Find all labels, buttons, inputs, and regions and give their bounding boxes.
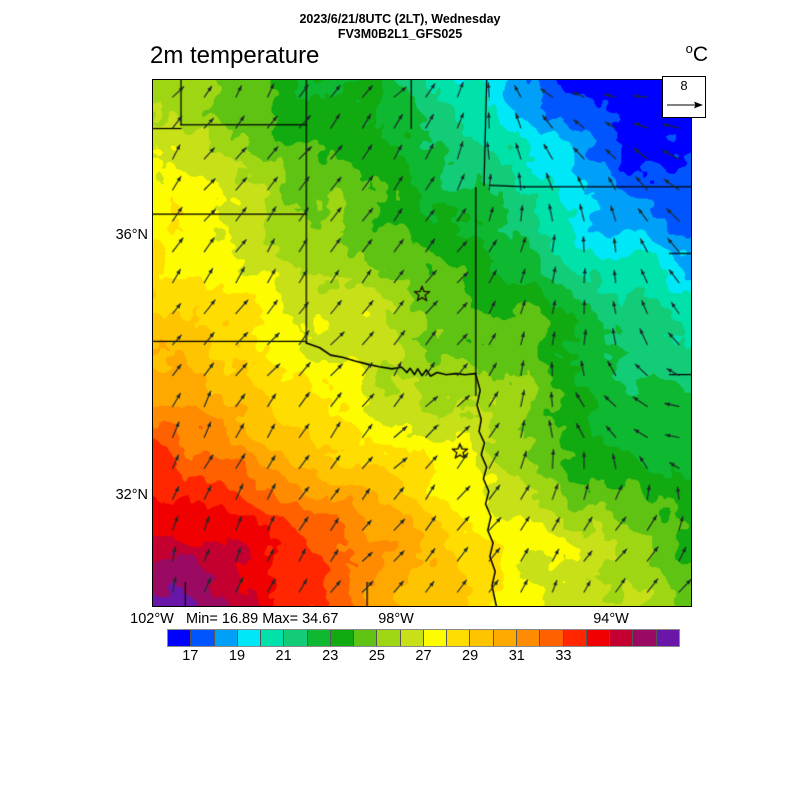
- lon-label-102w: 102°W: [130, 611, 174, 627]
- min-label: Min=: [186, 611, 218, 627]
- units-label: oC: [686, 41, 708, 67]
- reference-vector-box: 8: [662, 76, 706, 118]
- colorbar-segment: [307, 630, 331, 646]
- colorbar-segment: [377, 630, 401, 646]
- colorbar[interactable]: [167, 629, 680, 647]
- colorbar-tick: 27: [415, 648, 432, 664]
- colorbar-segment: [191, 630, 215, 646]
- colorbar-segment: [237, 630, 262, 646]
- colorbar-segment: [330, 630, 355, 646]
- colorbar-tick: 31: [508, 648, 525, 664]
- colorbar-tick: 29: [462, 648, 479, 664]
- max-value: 34.67: [302, 611, 339, 627]
- colorbar-tick: 21: [275, 648, 292, 664]
- colorbar-segment: [656, 630, 679, 646]
- colorbar-segment: [540, 630, 564, 646]
- colorbar-tick: 23: [322, 648, 339, 664]
- colorbar-segment: [470, 630, 494, 646]
- colorbar-segment: [423, 630, 448, 646]
- colorbar-segment: [400, 630, 424, 646]
- colorbar-segment: [563, 630, 587, 646]
- figure-subtitle: FV3M0B2L1_GFS025: [337, 27, 463, 41]
- colorbar-segment: [214, 630, 238, 646]
- arrow-right-icon: [667, 101, 703, 109]
- colorbar-segment: [516, 630, 541, 646]
- max-label: Max=: [262, 611, 299, 627]
- colorbar-segments: [167, 629, 680, 647]
- colorbar-segment: [633, 630, 657, 646]
- colorbar-segment: [354, 630, 378, 646]
- map-plot-area[interactable]: [152, 79, 692, 607]
- colorbar-tick: 33: [555, 648, 572, 664]
- colorbar-segment: [261, 630, 285, 646]
- colorbar-segment: [610, 630, 634, 646]
- units-letter: C: [692, 43, 708, 66]
- figure-title: 2023/6/21/8UTC (2LT), Wednesday: [299, 12, 501, 26]
- colorbar-segment: [168, 630, 192, 646]
- lat-label-36n: 36°N: [115, 227, 148, 243]
- colorbar-segment: [493, 630, 517, 646]
- colorbar-segment: [284, 630, 308, 646]
- colorbar-segment: [447, 630, 471, 646]
- field-title-label: 2m temperature: [150, 42, 320, 69]
- colorbar-tick: 25: [368, 648, 385, 664]
- lon-label-94w: 94°W: [593, 611, 629, 627]
- lon-label-98w: 98°W: [378, 611, 414, 627]
- temperature-field-canvas: [153, 80, 691, 606]
- colorbar-tick: 17: [182, 648, 199, 664]
- colorbar-segment: [586, 630, 611, 646]
- reference-vector-value: 8: [680, 78, 688, 93]
- lat-label-32n: 32°N: [115, 487, 148, 503]
- colorbar-tick-labels: 17 19 21 23 25 27 29 31 33: [167, 648, 680, 668]
- minmax-statistics: Min= 16.89 Max= 34.67: [186, 611, 338, 627]
- colorbar-tick: 19: [228, 648, 246, 664]
- degree-symbol: o: [685, 41, 693, 56]
- min-value: 16.89: [221, 611, 259, 627]
